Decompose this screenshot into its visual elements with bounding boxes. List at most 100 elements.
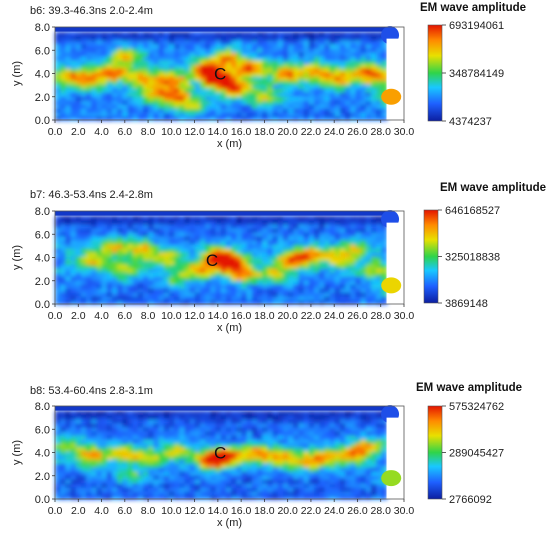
heat-cell <box>241 223 248 229</box>
heat-cell <box>189 31 196 37</box>
heat-cell <box>148 215 155 221</box>
heat-cell <box>205 83 212 89</box>
heat-cell <box>334 107 341 113</box>
heat-cell <box>282 115 289 121</box>
heat-cell <box>86 434 93 440</box>
heat-cell <box>106 438 113 444</box>
heat-cell <box>272 418 279 424</box>
heat-cell <box>122 223 129 229</box>
heat-cell <box>91 422 98 428</box>
heat-cell <box>215 486 222 492</box>
heat-cell <box>111 71 118 77</box>
heat-cell <box>246 438 253 444</box>
heat-cell <box>350 295 357 301</box>
heat-cell <box>314 107 320 113</box>
heat-cell <box>324 478 331 484</box>
y-tick-label: 2.0 <box>35 276 50 288</box>
heat-cell <box>350 434 357 440</box>
heat-cell <box>277 227 284 233</box>
heat-cell <box>339 47 346 53</box>
heat-cell <box>75 231 82 237</box>
heat-cell <box>132 251 139 257</box>
heat-cell <box>106 482 113 488</box>
heat-cell <box>339 107 346 113</box>
heat-cell <box>355 410 362 416</box>
heat-cell <box>194 482 201 488</box>
heat-cell <box>70 442 77 448</box>
heat-cell <box>225 219 232 225</box>
heat-cell <box>277 287 284 293</box>
heat-cell <box>106 287 113 293</box>
heat-cell <box>225 255 232 261</box>
heat-cell <box>381 103 388 109</box>
heat-cell <box>272 295 279 301</box>
heat-cell <box>96 247 103 253</box>
heat-cell <box>205 71 212 77</box>
heat-cell <box>350 235 357 241</box>
heat-cell <box>241 490 248 496</box>
heat-cell <box>334 227 341 233</box>
heat-cell <box>101 111 108 117</box>
heat-cell <box>184 95 191 101</box>
heat-cell <box>381 79 388 85</box>
heat-cell <box>257 79 264 85</box>
heat-cell <box>143 75 150 81</box>
heat-cell <box>257 271 264 277</box>
heat-cell <box>117 462 124 468</box>
heat-cell <box>179 283 186 289</box>
heat-cell <box>282 35 289 41</box>
heat-cell <box>345 414 352 420</box>
heat-cell <box>158 410 165 416</box>
heat-cell <box>298 219 305 225</box>
heat-cell <box>329 410 336 416</box>
heat-cell <box>371 426 377 432</box>
heat-cell <box>277 291 284 297</box>
heat-cell <box>158 434 165 440</box>
heat-cell <box>288 87 295 93</box>
heat-cell <box>339 426 346 432</box>
heat-cell <box>236 283 243 289</box>
heat-cell <box>360 91 367 97</box>
heat-cell <box>220 434 227 440</box>
heat-cell <box>236 235 243 241</box>
heat-cell <box>360 430 367 436</box>
heat-cell <box>355 219 362 225</box>
heat-cell <box>329 247 336 253</box>
heat-cell <box>381 426 388 432</box>
heat-cell <box>345 55 352 61</box>
heat-cell <box>189 458 196 464</box>
heat-cell <box>376 438 383 444</box>
heat-cell <box>143 267 150 273</box>
heat-cell <box>111 263 118 269</box>
heat-cell <box>329 255 336 261</box>
heat-cell <box>137 430 144 436</box>
heat-cell <box>251 255 258 261</box>
heat-cell <box>293 275 300 281</box>
heat-cell <box>86 243 93 249</box>
heat-cell <box>184 83 191 89</box>
heat-cell <box>117 239 124 245</box>
heat-cell <box>163 458 170 464</box>
heat-cell <box>225 291 232 297</box>
heat-cell <box>360 87 367 93</box>
heat-cell <box>96 279 103 285</box>
heat-cell <box>163 247 170 253</box>
heat-cell <box>314 219 320 225</box>
heat-cell <box>225 267 232 273</box>
heat-cell <box>65 247 72 253</box>
heat-cell <box>106 87 113 93</box>
heat-cell <box>106 75 113 81</box>
heat-cell <box>148 255 155 261</box>
heat-cell <box>381 111 388 117</box>
heat-cell <box>246 442 253 448</box>
heat-cell <box>127 259 134 265</box>
heat-cell <box>308 227 315 233</box>
heat-cell <box>267 414 274 420</box>
heat-cell <box>153 247 160 253</box>
heat-cell <box>80 115 87 121</box>
heat-cell <box>376 95 383 101</box>
heat-cell <box>122 87 129 93</box>
heat-cell <box>371 482 377 488</box>
heat-cell <box>360 115 367 121</box>
heat-cell <box>277 446 284 452</box>
